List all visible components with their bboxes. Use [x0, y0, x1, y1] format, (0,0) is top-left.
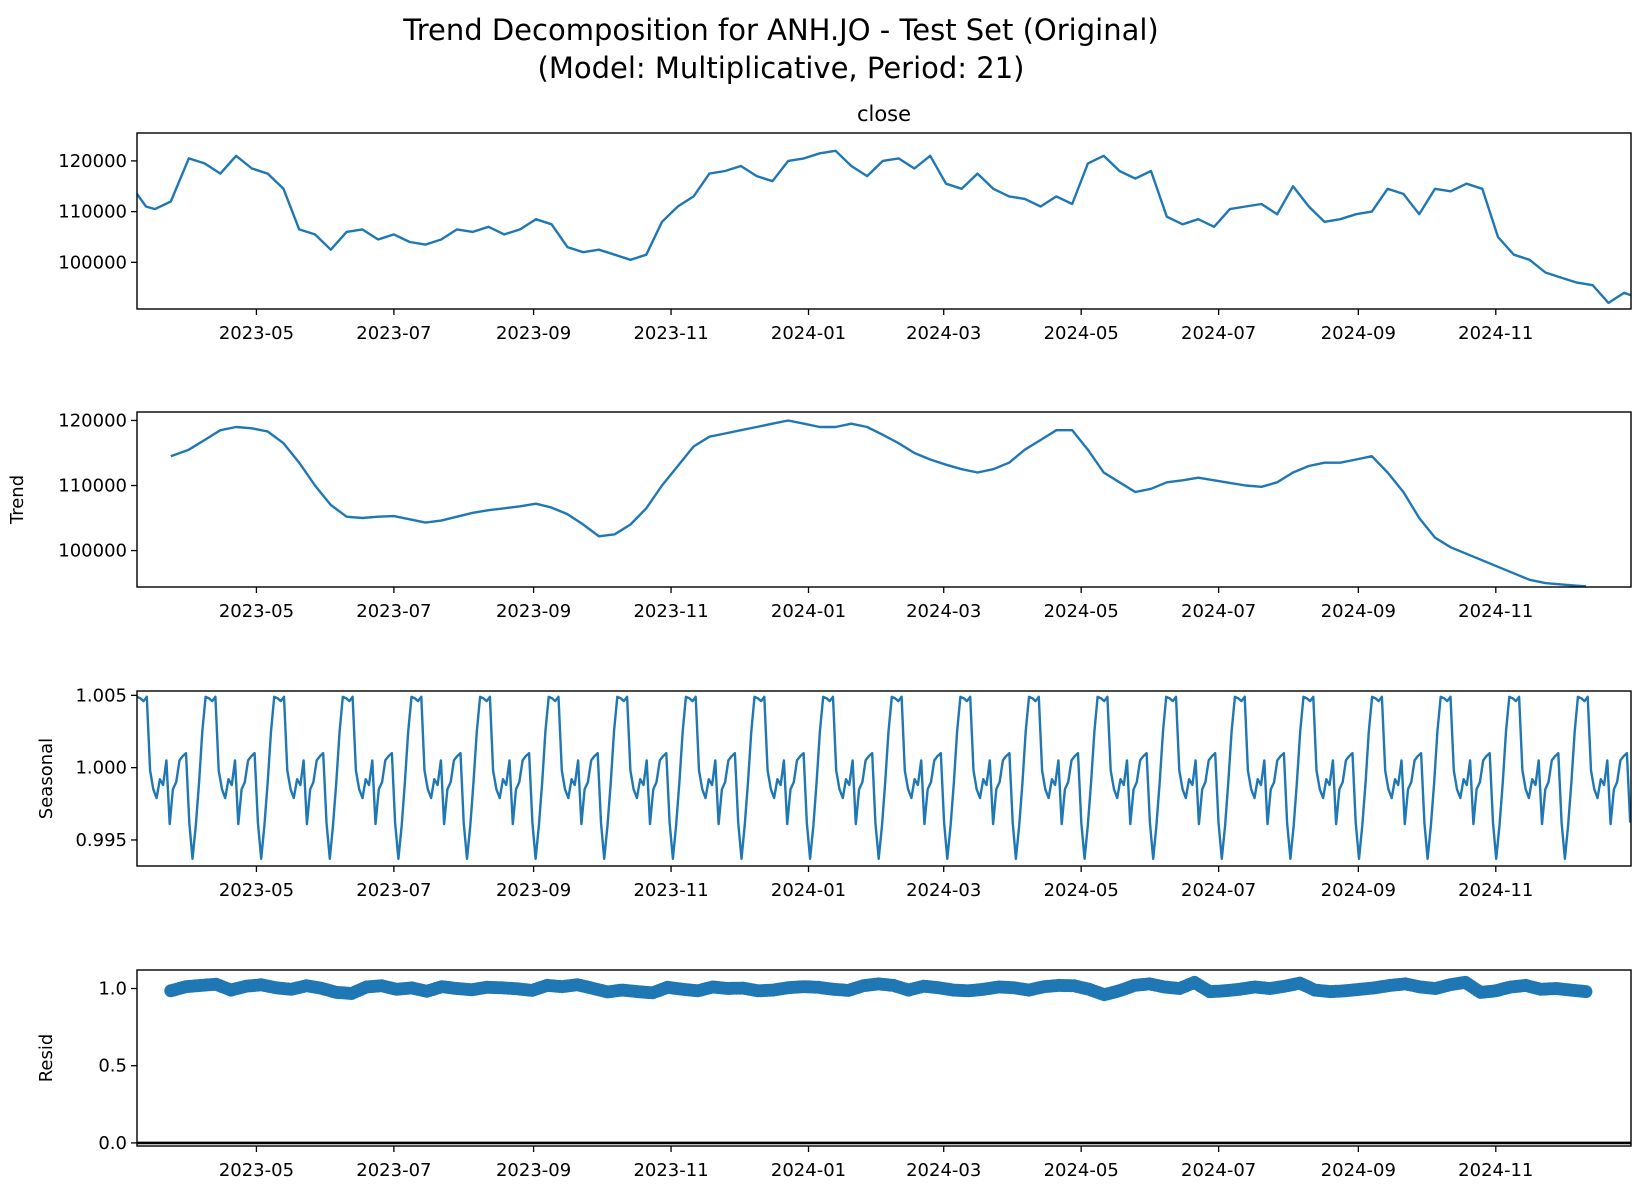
x-tick-label: 2023-05 — [219, 1160, 294, 1181]
seasonal-panel: 2023-05 2023-07 2023-09 2023-11 2024-01 2024-… — [36, 685, 1632, 901]
y-tick-label: 100000 — [58, 252, 127, 273]
axes-frame — [136, 969, 1632, 1147]
axes-frame — [136, 132, 1632, 310]
x-tick-label: 2024-09 — [1321, 880, 1396, 901]
x-tick-label: 2024-07 — [1181, 880, 1256, 901]
plot-area — [170, 419, 1586, 587]
y-axis-label: Resid — [36, 1034, 57, 1083]
x-tick-label: 2023-05 — [219, 601, 294, 622]
x-tick-label: 2023-11 — [633, 1160, 708, 1181]
x-tick-label: 2024-03 — [906, 601, 981, 622]
x-tick-label: 2023-07 — [356, 323, 431, 344]
observed-panel: 2023-05 2023-07 2023-09 2023-11 2024-01 2024-… — [58, 102, 1632, 344]
resid-point — [1579, 985, 1593, 999]
x-tick-label: 2023-05 — [219, 323, 294, 344]
x-tick-label: 2024-01 — [771, 880, 846, 901]
x-tick-label: 2024-03 — [906, 323, 981, 344]
y-axis-label: Seasonal — [36, 738, 57, 819]
x-tick-label: 2024-01 — [771, 1160, 846, 1181]
x-tick-label: 2024-05 — [1044, 323, 1119, 344]
x-tick-label: 2024-05 — [1044, 1160, 1119, 1181]
resid-panel: 2023-05 2023-07 2023-09 2023-11 2024-01 2024-… — [36, 969, 1632, 1181]
x-tick-label: 2024-11 — [1458, 1160, 1533, 1181]
x-tick-label: 2023-07 — [356, 601, 431, 622]
x-tick-label: 2023-11 — [633, 601, 708, 622]
figure-title-line-2: (Model: Multiplicative, Period: 21) — [538, 51, 1025, 85]
x-tick-label: 2024-07 — [1181, 1160, 1256, 1181]
x-tick-label: 2024-01 — [771, 601, 846, 622]
y-tick-label: 120000 — [58, 410, 127, 431]
x-tick-label: 2024-03 — [906, 1160, 981, 1181]
x-tick-label: 2023-09 — [496, 601, 571, 622]
trend-panel: 2023-05 2023-07 2023-09 2023-11 2024-01 2024-… — [7, 410, 1632, 622]
x-tick-label: 2024-09 — [1321, 1160, 1396, 1181]
seasonal-line — [137, 695, 1631, 860]
x-tick-label: 2023-07 — [356, 1160, 431, 1181]
x-tick-label: 2024-11 — [1458, 880, 1533, 901]
y-tick-label: 100000 — [58, 541, 127, 562]
x-tick-label: 2024-05 — [1044, 601, 1119, 622]
x-tick-label: 2023-11 — [633, 323, 708, 344]
y-axis-label: Trend — [7, 475, 28, 525]
x-tick-label: 2023-09 — [496, 1160, 571, 1181]
x-tick-label: 2023-07 — [356, 880, 431, 901]
y-tick-label: 120000 — [58, 151, 127, 172]
x-tick-label: 2023-05 — [219, 880, 294, 901]
y-tick-label: 110000 — [58, 476, 127, 497]
y-tick-label: 0.5 — [98, 1056, 127, 1077]
plot-area — [137, 695, 1631, 860]
x-tick-label: 2024-07 — [1181, 601, 1256, 622]
panel-title: close — [857, 102, 911, 126]
x-tick-label: 2024-11 — [1458, 323, 1533, 344]
plot-area — [137, 149, 1631, 305]
x-tick-label: 2024-07 — [1181, 323, 1256, 344]
series-line — [170, 419, 1586, 587]
y-tick-label: 0.0 — [98, 1133, 127, 1154]
plot-area — [137, 975, 1631, 1145]
x-tick-label: 2023-11 — [633, 880, 708, 901]
y-tick-label: 1.0 — [98, 979, 127, 1000]
x-tick-label: 2023-09 — [496, 880, 571, 901]
y-tick-label: 1.000 — [75, 758, 127, 779]
y-tick-label: 0.995 — [75, 830, 127, 851]
x-tick-label: 2024-05 — [1044, 880, 1119, 901]
series-line — [137, 149, 1631, 305]
y-tick-label: 1.005 — [75, 685, 127, 706]
figure-title-line-1: Trend Decomposition for ANH.JO - Test Se… — [402, 13, 1158, 47]
axes-frame — [136, 690, 1632, 867]
x-tick-label: 2024-01 — [771, 323, 846, 344]
x-tick-label: 2023-09 — [496, 323, 571, 344]
x-tick-label: 2024-03 — [906, 880, 981, 901]
x-tick-label: 2024-09 — [1321, 601, 1396, 622]
y-tick-label: 110000 — [58, 202, 127, 223]
x-tick-label: 2024-11 — [1458, 601, 1533, 622]
axes-frame — [136, 411, 1632, 588]
x-tick-label: 2024-09 — [1321, 323, 1396, 344]
